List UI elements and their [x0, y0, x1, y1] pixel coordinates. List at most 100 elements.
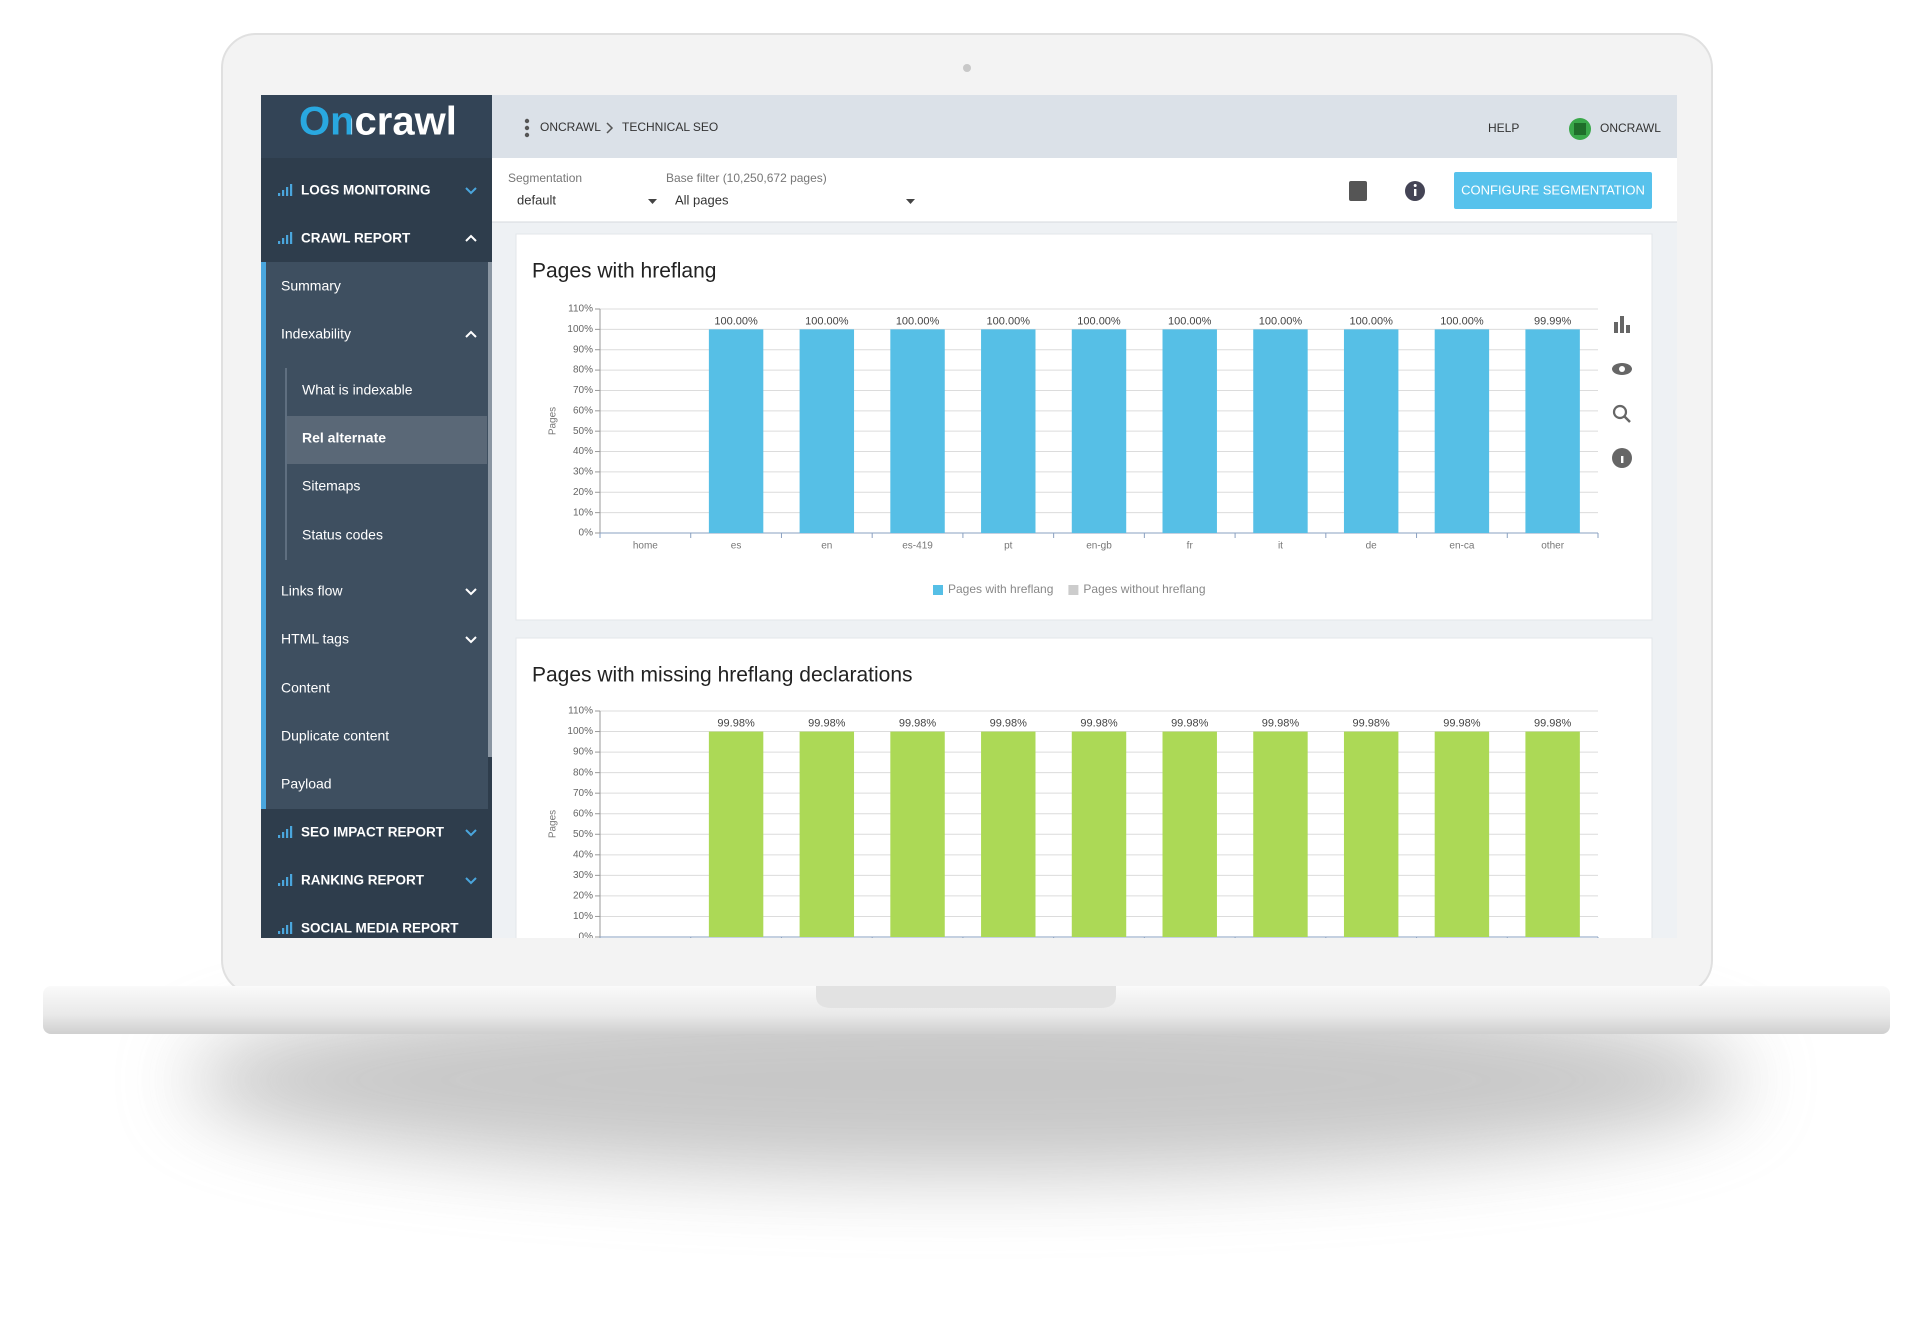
sidebar-item[interactable]: Payload	[281, 776, 332, 792]
x-tick-label: it	[1278, 541, 1283, 552]
value-label: 99.98%	[1262, 717, 1300, 729]
bar	[1434, 329, 1490, 533]
bar	[1162, 731, 1217, 937]
active-item[interactable]	[287, 416, 487, 464]
header	[492, 95, 1677, 158]
sidebar-item[interactable]: LOGS MONITORING	[301, 183, 431, 198]
sidebar-item[interactable]: Sitemaps	[302, 478, 360, 494]
value-label: 100.00%	[714, 315, 758, 327]
y-tick-label: 40%	[573, 446, 593, 457]
sidebar-item[interactable]: HTML tags	[281, 631, 349, 647]
y-tick-label: 20%	[573, 487, 593, 498]
tool-zoom[interactable]	[1612, 404, 1628, 420]
laptop-base	[43, 986, 1890, 1034]
y-tick-label: 80%	[573, 365, 593, 376]
bar	[708, 731, 764, 937]
chevron	[465, 588, 477, 596]
sidebar-item[interactable]: Duplicate content	[281, 728, 389, 744]
breadcrumb[interactable]: TECHNICAL SEO	[622, 120, 718, 134]
value-label: 99.98%	[990, 717, 1028, 729]
chart-title: Pages with hreflang	[532, 260, 716, 283]
button-label[interactable]: CONFIGURE SEGMENTATION	[1461, 182, 1645, 197]
user-name[interactable]: ONCRAWL	[1600, 121, 1661, 135]
configure-button[interactable]	[1454, 172, 1652, 209]
value-label: 100.00%	[987, 315, 1031, 327]
bar	[1343, 329, 1399, 533]
laptop-notch	[816, 986, 1116, 1008]
y-tick-label: 0%	[579, 528, 594, 539]
sidebar-item[interactable]: Links flow	[281, 583, 343, 599]
x-tick-label: pt	[1004, 541, 1013, 552]
x-tick-label: fr	[1187, 541, 1194, 552]
pdf-icon[interactable]	[1349, 181, 1367, 201]
info-glyph	[1414, 189, 1417, 196]
x-tick-label: en-ca	[1449, 541, 1474, 552]
info-glyph	[1621, 456, 1624, 463]
sidebar-icon	[278, 883, 281, 886]
value-label: 99.98%	[1171, 717, 1209, 729]
sidebar-icon	[290, 232, 293, 244]
value-label: 100.00%	[1349, 315, 1393, 327]
value-label: 100.00%	[805, 315, 849, 327]
legend-entry[interactable]: Pages without hreflang	[1083, 582, 1205, 596]
sidebar-icon	[278, 193, 281, 196]
y-tick-label: 20%	[573, 891, 593, 902]
bar	[981, 731, 1036, 937]
chevron	[465, 234, 477, 242]
sidebar-submenu	[261, 262, 488, 809]
sidebar-icon	[286, 925, 289, 934]
dropdown-arrow	[648, 199, 657, 204]
tool-bar-chart[interactable]	[1614, 322, 1618, 333]
sidebar-icon	[286, 187, 289, 196]
y-tick-label: 0%	[579, 932, 594, 943]
y-tick-label: 50%	[573, 829, 593, 840]
logo[interactable]: Oncrawl	[299, 100, 457, 144]
sidebar-item[interactable]: Summary	[281, 278, 341, 294]
sidebar-icon	[286, 235, 289, 244]
sidebar-item[interactable]: Indexability	[281, 326, 351, 342]
bar	[1071, 329, 1127, 533]
sidebar-icon	[286, 877, 289, 886]
logo-area	[261, 95, 492, 158]
legend-swatch	[1068, 585, 1079, 595]
filter-select[interactable]: All pages	[675, 192, 729, 207]
help-link[interactable]: HELP	[1488, 121, 1519, 135]
x-tick-label: other	[1541, 541, 1564, 552]
menu-dots[interactable]	[524, 118, 530, 138]
y-tick-label: 30%	[573, 467, 593, 478]
value-label: 99.99%	[1534, 315, 1572, 327]
sidebar-icon	[278, 241, 281, 244]
segmentation-select[interactable]: default	[517, 192, 556, 207]
sidebar-accent	[261, 262, 266, 809]
tool-bar-chart[interactable]	[1620, 316, 1624, 333]
breadcrumb[interactable]: ONCRAWL	[540, 120, 601, 134]
tool-eye-pupil	[1619, 366, 1625, 372]
y-tick-label: 110%	[568, 304, 593, 315]
sidebar-item[interactable]: Rel alternate	[302, 430, 386, 446]
sidebar-icon	[282, 832, 285, 838]
tool-zoom[interactable]	[1623, 415, 1631, 423]
y-tick-label: 70%	[573, 385, 593, 396]
sidebar-item[interactable]: SOCIAL MEDIA REPORT	[301, 921, 459, 936]
sidebar-icon	[290, 922, 293, 934]
filter-label: Base filter (10,250,672 pages)	[666, 171, 827, 185]
sidebar-item[interactable]: Status codes	[302, 527, 383, 543]
y-tick-label: 90%	[573, 747, 593, 758]
sidebar-item[interactable]: Content	[281, 680, 330, 696]
sidebar-item[interactable]: What is indexable	[302, 382, 413, 398]
value-label: 99.98%	[1080, 717, 1118, 729]
legend-entry[interactable]: Pages with hreflang	[948, 582, 1053, 596]
sidebar-item[interactable]: CRAWL REPORT	[301, 231, 411, 246]
sidebar-item[interactable]: SEO IMPACT REPORT	[301, 825, 445, 840]
value-label: 100.00%	[1440, 315, 1484, 327]
camera	[963, 64, 971, 72]
value-label: 100.00%	[1168, 315, 1212, 327]
sidebar-item[interactable]: RANKING REPORT	[301, 873, 425, 888]
tool-bar-chart[interactable]	[1626, 325, 1630, 333]
sidebar-icon	[282, 928, 285, 934]
avatar-pattern	[1574, 123, 1586, 135]
value-label: 99.98%	[899, 717, 937, 729]
y-tick-label: 10%	[573, 911, 593, 922]
